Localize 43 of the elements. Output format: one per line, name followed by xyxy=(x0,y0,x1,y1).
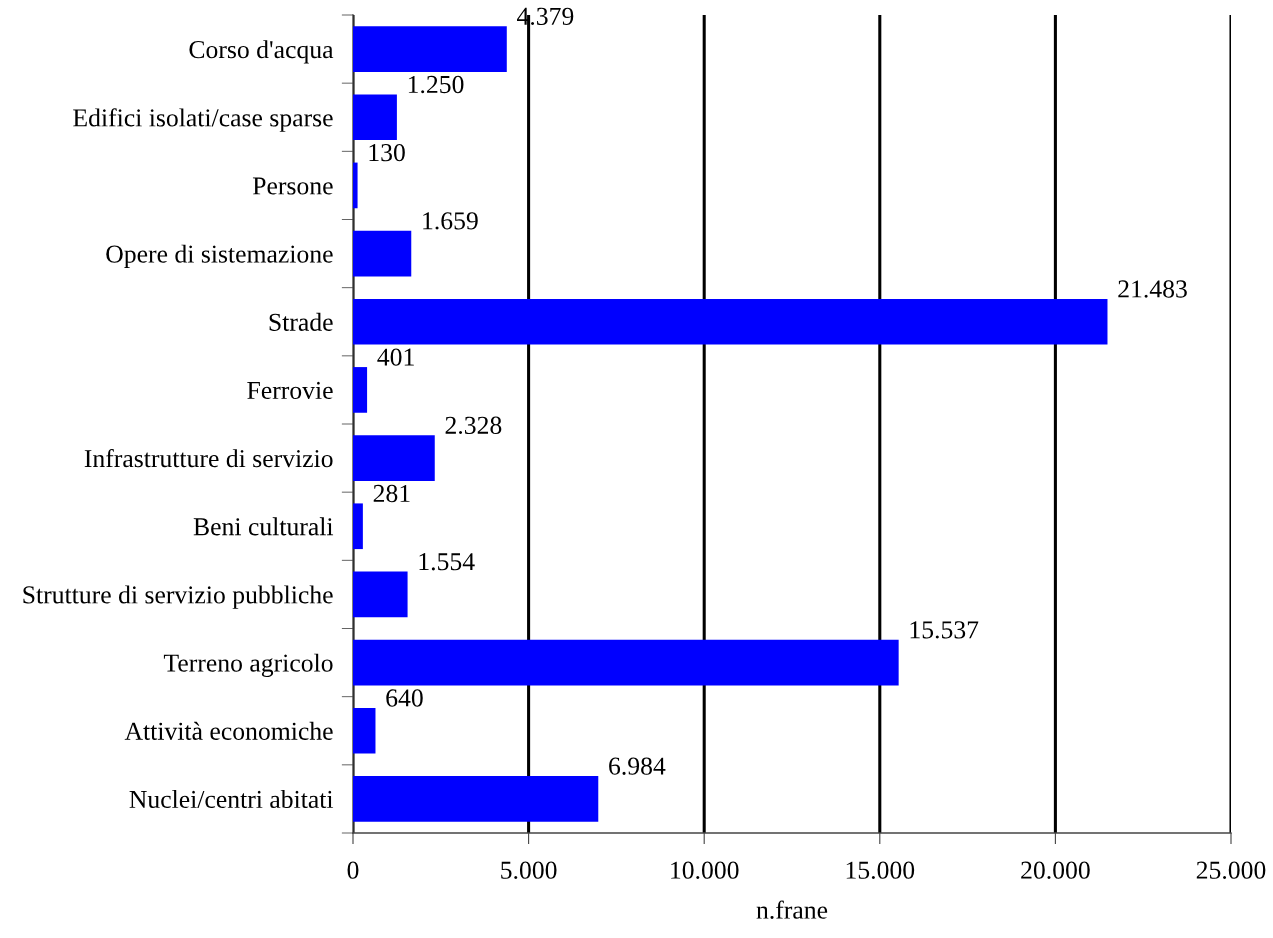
data-label: 1.659 xyxy=(423,212,478,230)
y-tick-label: Terreno agricolo xyxy=(163,653,333,678)
x-axis-title: n.frane xyxy=(756,900,828,919)
y-tick-label: Edifici isolati/case sparse xyxy=(73,108,333,132)
data-label: 15.537 xyxy=(910,621,979,639)
bar xyxy=(353,571,408,618)
data-label: 281 xyxy=(373,484,410,503)
x-tick-label: 10.000 xyxy=(671,861,739,879)
y-tick-label: Beni culturali xyxy=(193,517,334,536)
bar xyxy=(353,776,599,822)
data-label: 2.328 xyxy=(445,416,502,435)
x-tick-label: 25.000 xyxy=(1196,861,1266,879)
x-tick-label: 5.000 xyxy=(501,861,557,879)
x-tick-label: 15.000 xyxy=(846,861,915,879)
data-label: 6.984 xyxy=(609,757,666,775)
bar xyxy=(353,298,1108,345)
data-label: 1.250 xyxy=(408,75,464,94)
y-tick-label: Ferrovie xyxy=(247,381,333,400)
x-tick-label: 20.000 xyxy=(1021,861,1090,879)
x-tick-label: 0 xyxy=(347,861,359,879)
y-tick-label: Persone xyxy=(252,177,333,195)
y-tick-label: Corso d'acqua xyxy=(189,40,334,64)
data-label: 4.379 xyxy=(517,7,574,26)
data-label: 130 xyxy=(369,143,405,162)
y-tick-label: Nuclei/centri abitati xyxy=(129,790,334,809)
data-label: 640 xyxy=(386,689,423,707)
y-tick-label: Strade xyxy=(269,312,333,331)
bar xyxy=(353,94,397,141)
data-label: 1.554 xyxy=(419,553,475,571)
bar xyxy=(353,503,363,550)
bar xyxy=(353,707,376,754)
y-tick-label: Opere di sistemazione xyxy=(106,244,333,268)
bar xyxy=(353,162,358,209)
bar xyxy=(353,367,368,413)
bar xyxy=(353,435,435,481)
data-label: 21.483 xyxy=(1118,280,1187,298)
y-tick-label: Strutture di servizio pubbliche xyxy=(23,585,333,609)
data-label: 401 xyxy=(377,348,414,366)
bar xyxy=(353,230,412,277)
y-tick-label: Attività economiche xyxy=(124,721,333,740)
bar xyxy=(353,639,899,686)
y-tick-label: Infrastrutture di servizio xyxy=(84,448,333,468)
bar xyxy=(353,26,507,72)
